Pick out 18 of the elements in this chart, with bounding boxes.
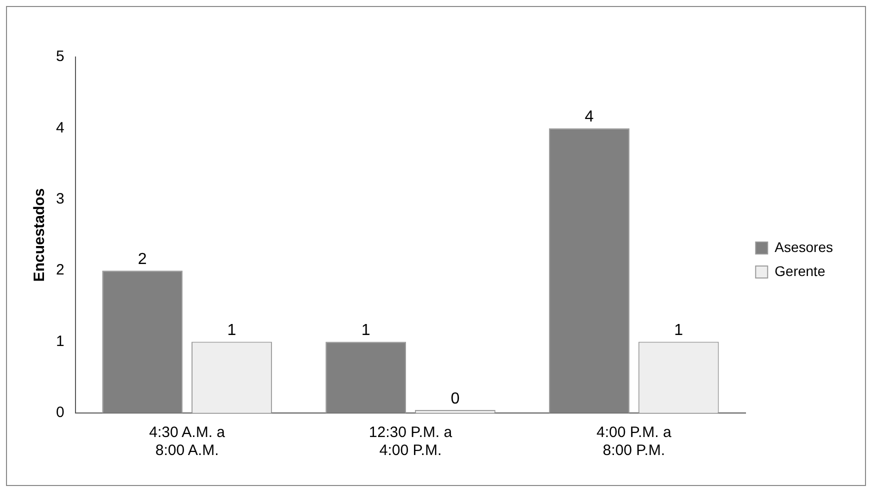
y-tick-label: 2 — [56, 262, 64, 279]
legend-label: Asesores — [774, 238, 833, 255]
y-tick-label: 5 — [56, 48, 64, 66]
y-axis-title: Encuestados — [31, 188, 48, 282]
data-label: 2 — [138, 251, 147, 268]
legend-label: Gerente — [774, 262, 826, 279]
y-tick-label: 0 — [56, 404, 64, 422]
y-tick-label: 1 — [56, 332, 64, 350]
y-tick-label: 4 — [56, 119, 64, 136]
y-tick-label: 3 — [56, 190, 64, 208]
data-label: 1 — [361, 322, 370, 340]
x-tick-label: 4:30 A.M. a 8:00 A.M. — [149, 424, 226, 460]
data-label: 0 — [450, 390, 460, 408]
data-label: 4 — [584, 108, 594, 126]
x-tick-label: 4:00 P.M. a 8:00 P.M. — [596, 424, 672, 460]
data-label: 1 — [674, 322, 684, 340]
data-label: 1 — [227, 322, 236, 340]
x-tick-label: 12:30 P.M. a 4:00 P.M. — [368, 424, 453, 460]
